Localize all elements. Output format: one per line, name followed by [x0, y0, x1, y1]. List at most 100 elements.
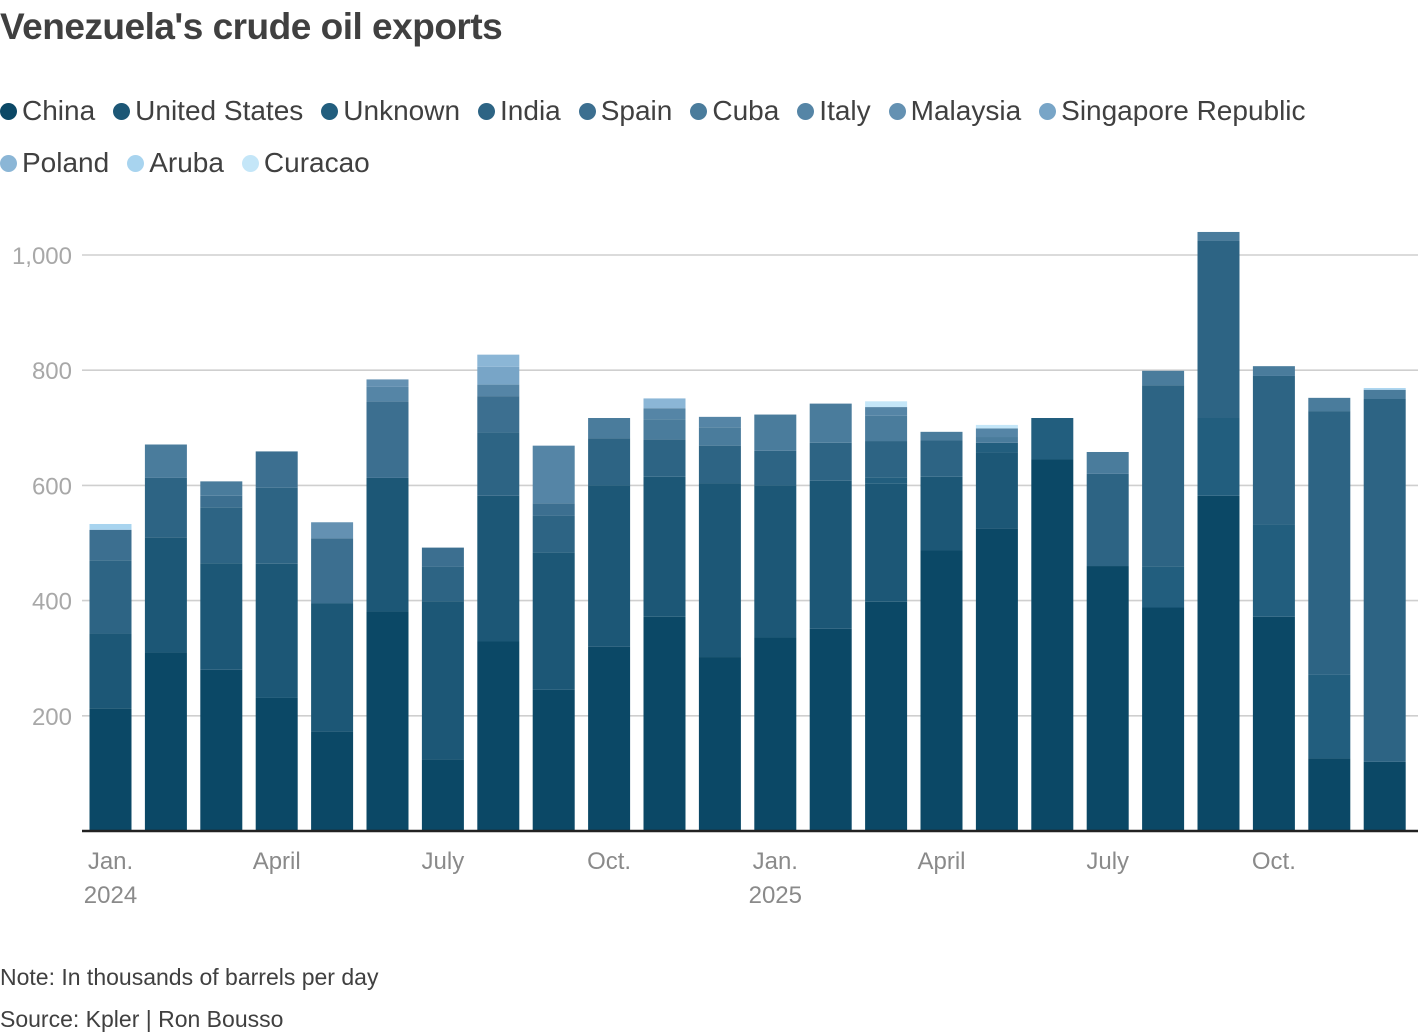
legend-swatch: [478, 102, 496, 120]
chart-note: Note: In thousands of barrels per day: [0, 964, 379, 990]
x-tick-month: July: [1086, 848, 1129, 875]
bar-segment-india: [754, 450, 797, 486]
x-tick-month: Jan.: [88, 848, 133, 875]
legend-label: Unknown: [343, 95, 461, 126]
bar-segment-cuba: [1252, 366, 1295, 376]
bar-segment-cuba: [1086, 451, 1129, 474]
bar-segment-united-states: [421, 601, 464, 760]
bar-segment-united-states: [477, 495, 520, 642]
bar-segment-china: [421, 759, 464, 831]
legend-item-italy: Italy: [797, 92, 871, 130]
bar-segment-cuba: [975, 437, 1018, 443]
legend-label: India: [500, 95, 561, 126]
legend-swatch: [241, 154, 259, 172]
x-tick-year: 2024: [84, 882, 137, 909]
legend-label: Malaysia: [910, 95, 1022, 126]
legend-item-spain: Spain: [578, 92, 673, 130]
bar-segment-unknown: [1197, 418, 1240, 496]
bar-segment-china: [1197, 495, 1240, 831]
legend-label: Italy: [819, 95, 871, 126]
bar-segment-india: [255, 487, 298, 564]
bar-segment-spain: [255, 451, 298, 488]
bar-segment-unknown: [1031, 418, 1074, 460]
chart-source: Source: Kpler | Ron Bousso: [0, 1006, 284, 1032]
bar-segment-united-states: [975, 452, 1018, 529]
bar-segment-united-states: [255, 563, 298, 698]
bar-segment-italy: [643, 408, 686, 420]
bar-segment-united-states: [89, 633, 132, 709]
bar-segment-china: [255, 697, 298, 831]
legend-label: Spain: [600, 95, 673, 126]
legend-item-aruba: Aruba: [127, 144, 224, 182]
bar-segment-india: [1363, 399, 1406, 762]
legend-label: China: [22, 95, 96, 126]
bar-segment-italy: [477, 384, 520, 397]
bar-segment-united-states: [698, 483, 741, 658]
bar-segment-unknown: [975, 442, 1018, 453]
bar-segment-italy: [865, 407, 908, 416]
bar-segment-china: [200, 669, 243, 831]
bar-segment-china: [588, 646, 631, 831]
bar-segment-cuba: [809, 403, 852, 443]
x-tick-year: 2025: [749, 882, 802, 909]
bar-segment-india: [532, 515, 575, 553]
legend-swatch: [0, 154, 17, 172]
bar-segment-unknown: [1252, 524, 1295, 617]
bar-segment-united-states: [865, 483, 908, 602]
bar-segment-india: [89, 560, 132, 634]
x-tick-month: Oct.: [1252, 848, 1296, 875]
bar-segment-cuba: [920, 431, 963, 441]
legend-item-india: India: [478, 92, 561, 130]
bar-segment-india: [588, 438, 631, 486]
bar-segment-cuba: [1142, 370, 1185, 386]
bar-segment-china: [698, 657, 741, 831]
bar-segment-curacao: [865, 401, 908, 408]
bar-segment-unknown: [1308, 674, 1351, 759]
bar-segment-india: [421, 566, 464, 602]
bar-segment-united-states: [200, 563, 243, 670]
legend-label: Cuba: [712, 95, 780, 126]
bar-segment-united-states: [144, 537, 187, 653]
bar-segment-china: [754, 637, 797, 831]
x-tick-month: Oct.: [587, 848, 631, 875]
bar-segment-india: [200, 507, 243, 564]
legend-label: Poland: [22, 147, 110, 178]
bar-segment-singapore-republic: [477, 366, 520, 385]
x-tick-month: April: [917, 848, 965, 875]
legend-swatch: [0, 102, 17, 120]
bar-segment-united-states: [809, 480, 852, 629]
bar-segment-india: [698, 445, 741, 484]
bar-segment-cuba: [754, 414, 797, 451]
bar-segment-cuba: [144, 444, 187, 478]
legend-swatch: [127, 154, 145, 172]
legend: China United States Unknown India Spain Cuba I…: [0, 92, 1415, 182]
bar-segment-cuba: [1363, 389, 1406, 399]
bar-segment-china: [809, 628, 852, 831]
legend-label: Aruba: [149, 147, 224, 178]
bar-segment-china: [311, 731, 354, 831]
y-tick-label: 1,000: [12, 243, 72, 270]
bar-segment-curacao: [975, 424, 1018, 429]
bar-segment-unknown: [865, 477, 908, 484]
bar-segment-united-states: [311, 603, 354, 732]
bar-segment-india: [643, 439, 686, 477]
x-tick-month: April: [253, 848, 301, 875]
bar-segment-china: [532, 689, 575, 831]
bar-segment-italy: [975, 428, 1018, 438]
bar-segment-spain: [532, 503, 575, 516]
legend-swatch: [578, 102, 596, 120]
y-tick-label: 400: [32, 589, 72, 616]
bar-segment-india: [1308, 411, 1351, 675]
bar-segment-india: [1197, 240, 1240, 419]
bar-segment-china: [1142, 607, 1185, 831]
bar-segment-united-states: [588, 485, 631, 647]
bar-segment-united-states: [920, 476, 963, 551]
bar-segment-unknown: [1142, 566, 1185, 608]
legend-item-malaysia: Malaysia: [888, 92, 1022, 130]
legend-swatch: [690, 102, 708, 120]
bar-segment-cuba: [698, 427, 741, 446]
bar-segment-cuba: [865, 415, 908, 442]
bar-segment-cuba: [588, 418, 631, 439]
bar-segment-china: [920, 550, 963, 831]
bar-segment-india: [477, 432, 520, 496]
